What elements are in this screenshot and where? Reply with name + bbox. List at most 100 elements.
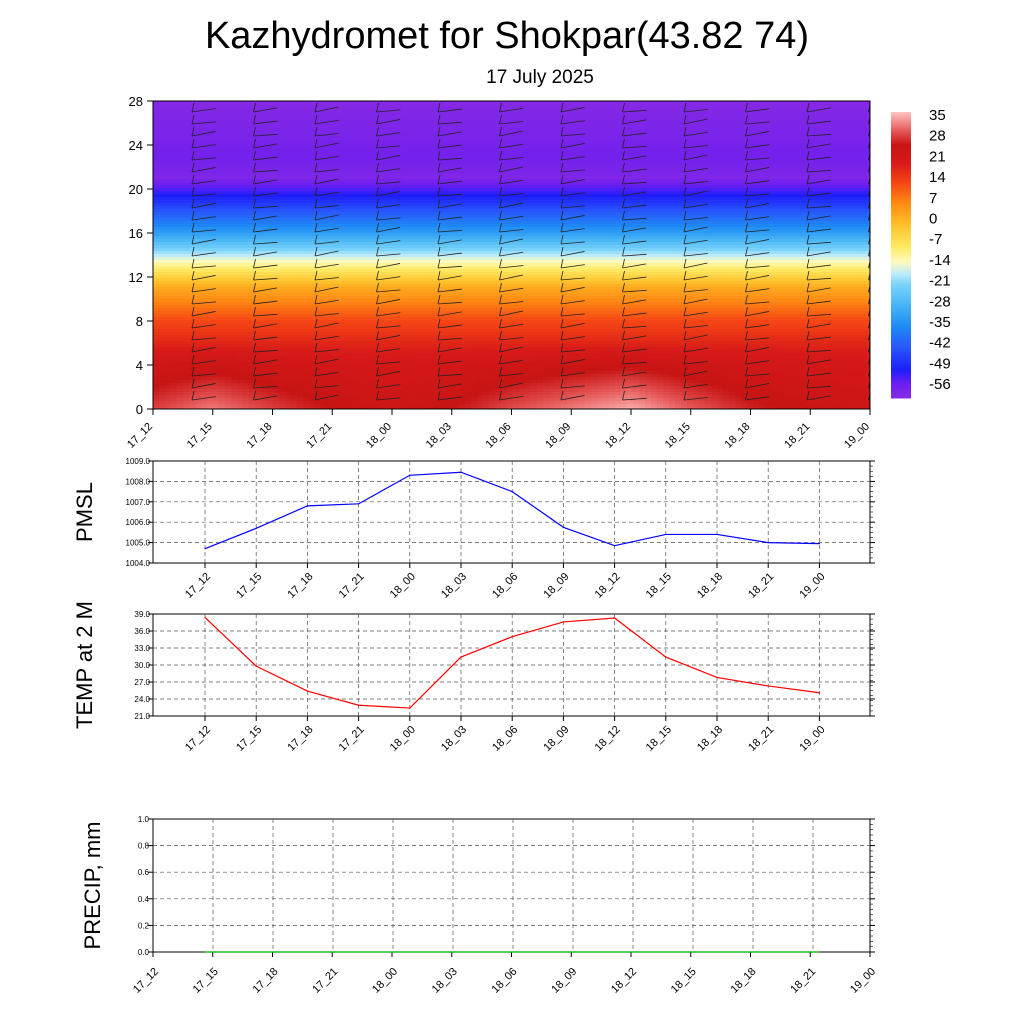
field-cell	[255, 356, 262, 360]
field-cell	[159, 107, 166, 111]
field-cell	[303, 197, 310, 201]
field-cell	[183, 161, 190, 165]
field-cell	[321, 347, 328, 351]
field-cell	[423, 125, 430, 129]
field-cell	[279, 116, 286, 120]
field-cell	[369, 263, 376, 267]
field-cell	[321, 173, 328, 177]
field-cell	[321, 128, 328, 132]
field-cell	[189, 356, 196, 360]
field-cell	[213, 407, 220, 409]
field-cell	[297, 383, 304, 387]
field-cell	[171, 260, 178, 264]
field-cell	[381, 344, 388, 348]
field-cell	[345, 164, 352, 168]
field-cell	[303, 158, 310, 162]
field-cell	[423, 257, 430, 261]
field-cell	[279, 254, 286, 258]
field-cell	[243, 146, 250, 150]
field-cell	[387, 281, 394, 285]
field-cell	[309, 299, 316, 303]
field-cell	[273, 293, 280, 297]
field-cell	[195, 272, 202, 276]
field-cell	[213, 167, 220, 171]
field-cell	[351, 215, 358, 219]
field-cell	[231, 359, 238, 363]
field-cell	[201, 209, 208, 213]
field-cell	[351, 188, 358, 192]
field-cell	[195, 368, 202, 372]
field-cell	[201, 194, 208, 198]
field-cell	[393, 248, 400, 252]
field-cell	[171, 272, 178, 276]
field-cell	[273, 353, 280, 357]
field-cell	[255, 125, 262, 129]
field-cell	[231, 218, 238, 222]
field-cell	[429, 263, 436, 267]
field-cell	[393, 404, 400, 408]
field-cell	[303, 284, 310, 288]
field-cell	[399, 314, 406, 318]
field-cell	[363, 149, 370, 153]
field-cell	[417, 380, 424, 384]
field-cell	[381, 119, 388, 123]
field-cell	[297, 164, 304, 168]
field-cell	[249, 182, 256, 186]
field-cell	[177, 254, 184, 258]
field-cell	[321, 179, 328, 183]
field-cell	[435, 272, 442, 276]
field-cell	[303, 188, 310, 192]
field-cell	[207, 380, 214, 384]
field-cell	[159, 155, 166, 159]
field-cell	[387, 338, 394, 342]
field-cell	[213, 158, 220, 162]
field-cell	[291, 173, 298, 177]
field-cell	[261, 392, 268, 396]
field-cell	[411, 317, 418, 321]
field-cell	[333, 200, 340, 204]
field-cell	[393, 140, 400, 144]
field-cell	[225, 194, 232, 198]
field-cell	[375, 299, 382, 303]
field-cell	[387, 227, 394, 231]
field-cell	[189, 131, 196, 135]
field-cell	[351, 194, 358, 198]
field-cell	[303, 119, 310, 123]
field-cell	[195, 209, 202, 213]
field-cell	[345, 272, 352, 276]
field-cell	[357, 278, 364, 282]
field-cell	[405, 101, 412, 105]
field-cell	[345, 281, 352, 285]
field-cell	[345, 404, 352, 408]
field-cell	[183, 152, 190, 156]
field-cell	[153, 164, 160, 168]
field-cell	[243, 353, 250, 357]
field-cell	[351, 323, 358, 327]
field-cell	[315, 185, 322, 189]
field-cell	[435, 287, 442, 291]
field-cell	[309, 116, 316, 120]
field-cell	[351, 206, 358, 210]
field-cell	[219, 131, 226, 135]
field-cell	[339, 392, 346, 396]
field-cell	[165, 209, 172, 213]
field-cell	[171, 176, 178, 180]
field-cell	[279, 101, 286, 105]
field-cell	[195, 113, 202, 117]
field-cell	[237, 203, 244, 207]
field-cell	[189, 224, 196, 228]
field-cell	[273, 179, 280, 183]
field-cell	[279, 212, 286, 216]
field-cell	[231, 272, 238, 276]
field-cell	[405, 389, 412, 393]
field-cell	[219, 224, 226, 228]
field-cell	[195, 203, 202, 207]
field-cell	[261, 254, 268, 258]
field-cell	[195, 248, 202, 252]
field-cell	[381, 305, 388, 309]
field-cell	[315, 329, 322, 333]
field-cell	[363, 221, 370, 225]
field-cell	[333, 245, 340, 249]
field-cell	[339, 266, 346, 270]
field-cell	[405, 209, 412, 213]
